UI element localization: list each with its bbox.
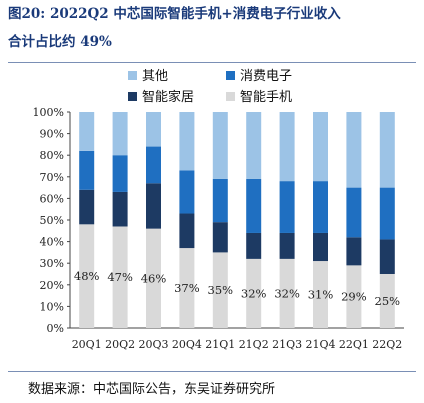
- x-tick-label: 20Q1: [72, 338, 102, 351]
- caption-line-2: 合计占比约 49%: [8, 34, 112, 50]
- legend-swatch: [226, 92, 235, 101]
- bar-smarthome: [146, 183, 161, 229]
- legend-swatch: [128, 92, 137, 101]
- x-tick-label: 22Q2: [372, 338, 402, 351]
- y-tick-label: 10%: [40, 300, 64, 313]
- bar-smarthome: [313, 232, 328, 262]
- bar-smartphone: [313, 261, 328, 328]
- stacked-bar-chart: 0% 10% 20% 30% 40% 50% 60% 70% 80% 90% 100% 48% 20Q1…: [33, 69, 404, 351]
- bar-consumer: [346, 187, 362, 238]
- bar-smartphone: [246, 258, 262, 328]
- bar-smarthome: [246, 232, 262, 259]
- data-label: 35%: [208, 283, 234, 297]
- bar-smarthome: [379, 239, 395, 274]
- bar-consumer: [313, 181, 328, 233]
- bar-smartphone: [79, 224, 95, 328]
- bar-smarthome: [346, 237, 362, 266]
- bar-other: [313, 112, 328, 182]
- bar-smartphone: [212, 252, 228, 328]
- legend-label: 消费电子: [240, 69, 292, 84]
- x-tick-label: 20Q2: [105, 338, 135, 351]
- x-tick-label: 21Q3: [272, 338, 302, 351]
- bar-other: [379, 112, 395, 188]
- bar-smartphone: [112, 226, 128, 328]
- source-note: 数据来源：中芯国际公告，东吴证券研究所: [28, 382, 276, 397]
- bar-smarthome: [179, 213, 195, 249]
- data-label: 32%: [241, 286, 267, 300]
- y-tick-label: 100%: [33, 106, 64, 119]
- bar-smarthome: [212, 222, 228, 253]
- bar-other: [212, 112, 228, 179]
- bar-smartphone: [379, 274, 395, 328]
- y-tick-label: 70%: [40, 171, 64, 184]
- data-label: 37%: [174, 281, 200, 295]
- legend-swatch: [226, 71, 235, 80]
- x-tick-label: 21Q2: [239, 338, 269, 351]
- bar-other: [179, 112, 195, 171]
- figure-caption: 图20: 2022Q2 中芯国际智能手机+消费电子行业收入 合计占比约 49%: [8, 0, 420, 56]
- data-label: 32%: [274, 286, 300, 300]
- legend-label: 其他: [142, 69, 168, 84]
- bar-other: [279, 112, 295, 182]
- data-label: 31%: [308, 288, 334, 302]
- bar-other: [79, 112, 95, 151]
- bar-other: [346, 112, 362, 188]
- data-label: 48%: [74, 269, 100, 283]
- bar-smartphone: [179, 248, 195, 328]
- y-tick-label: 90%: [40, 128, 64, 141]
- bar-consumer: [112, 155, 128, 192]
- y-tick-label: 0%: [47, 322, 64, 335]
- y-tick-label: 50%: [40, 214, 64, 227]
- legend-label: 智能家居: [142, 89, 194, 105]
- data-label: 29%: [341, 290, 367, 304]
- bar-consumer: [79, 150, 95, 190]
- y-tick-label: 40%: [40, 236, 64, 249]
- x-tick-label: 20Q4: [172, 338, 202, 351]
- y-tick-label: 80%: [40, 149, 64, 162]
- bar-other: [146, 112, 161, 147]
- caption-line-1: 图20: 2022Q2 中芯国际智能手机+消费电子行业收入: [8, 6, 341, 22]
- bar-smarthome: [112, 191, 128, 227]
- data-label: 46%: [141, 271, 167, 285]
- bar-other: [246, 112, 262, 179]
- bar-consumer: [146, 146, 161, 184]
- bar-consumer: [212, 178, 228, 223]
- y-tick-label: 20%: [40, 279, 64, 292]
- y-tick-label: 60%: [40, 192, 64, 205]
- bottom-rule: [8, 371, 416, 372]
- y-tick-label: 30%: [40, 257, 64, 270]
- legend-swatch: [128, 71, 137, 80]
- x-tick-label: 22Q1: [339, 338, 369, 351]
- bar-smarthome: [79, 189, 95, 225]
- bar-consumer: [246, 178, 262, 233]
- x-tick-label: 20Q3: [138, 338, 168, 351]
- data-label: 25%: [375, 294, 401, 308]
- legend-label: 智能手机: [240, 90, 292, 105]
- bar-consumer: [379, 187, 395, 240]
- x-tick-label: 21Q1: [205, 338, 235, 351]
- bar-other: [112, 112, 128, 156]
- bar-smartphone: [146, 228, 161, 328]
- bar-consumer: [179, 170, 195, 214]
- bar-smarthome: [279, 232, 295, 259]
- x-tick-label: 21Q4: [305, 338, 335, 351]
- bar-consumer: [279, 181, 295, 233]
- bar-smartphone: [346, 265, 362, 328]
- bar-smartphone: [279, 258, 295, 328]
- data-label: 47%: [107, 270, 133, 284]
- top-rule: [8, 62, 416, 63]
